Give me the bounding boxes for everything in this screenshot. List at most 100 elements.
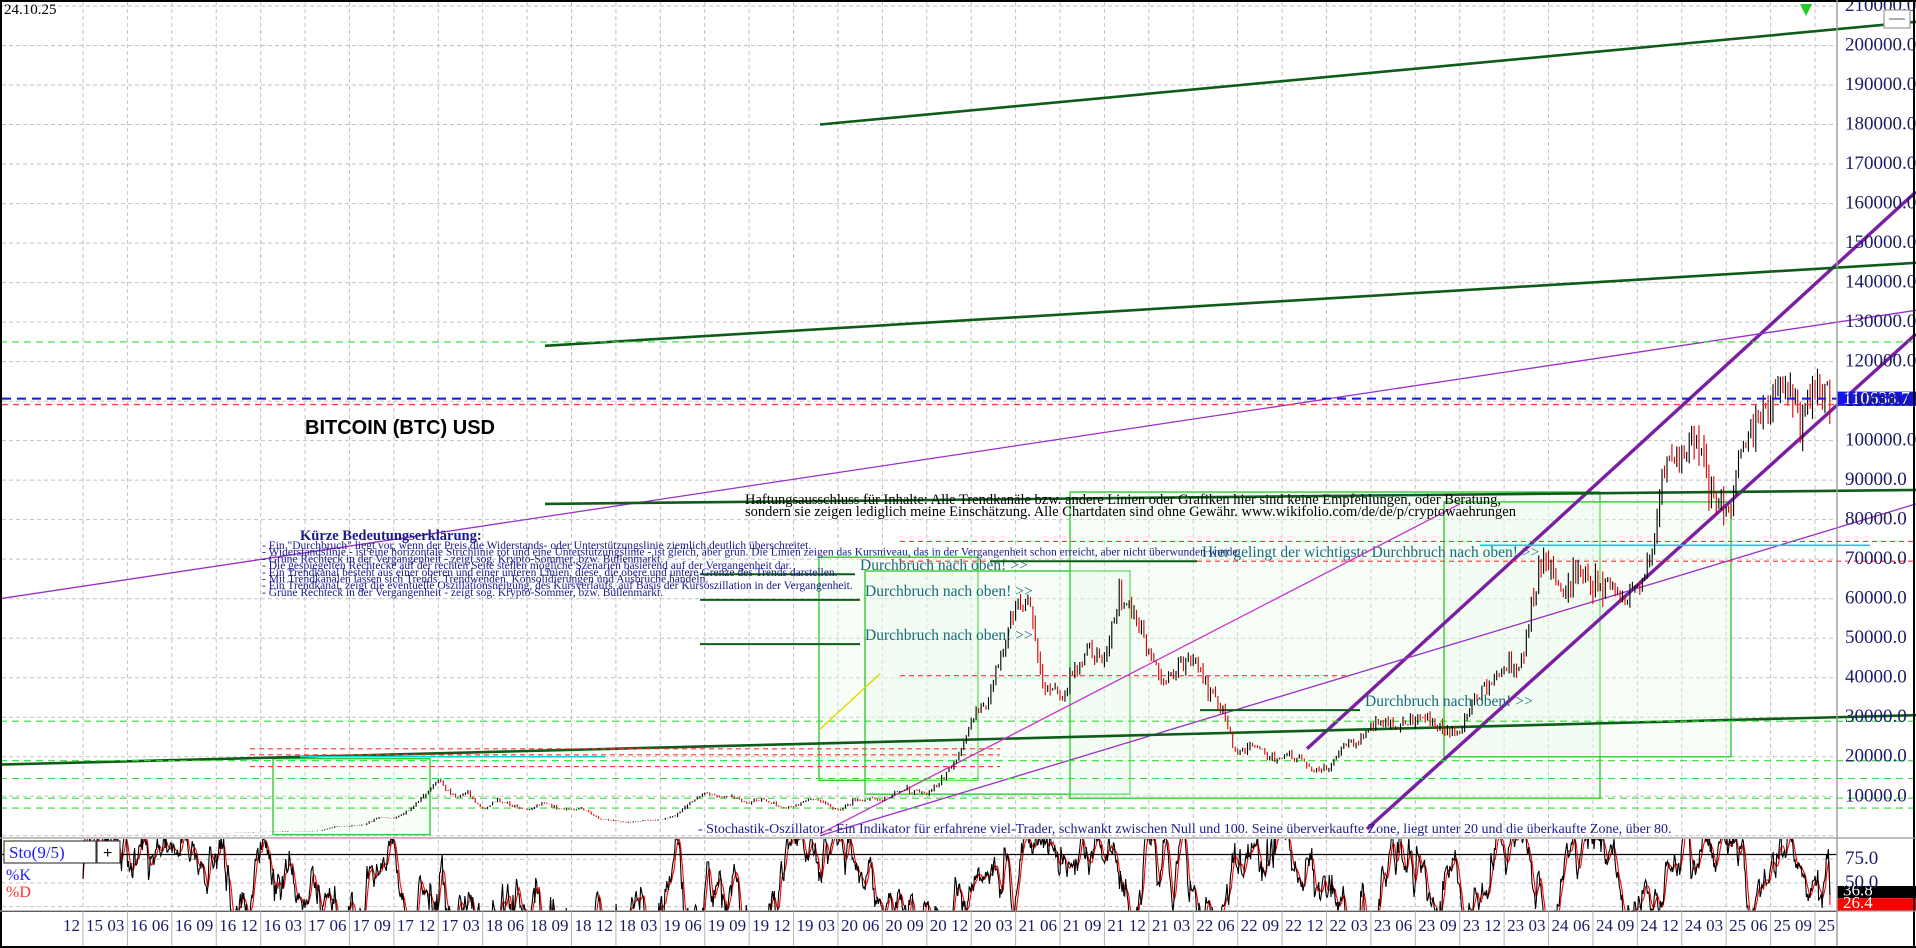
svg-text:sondern sie zeigen lediglich m: sondern sie zeigen lediglich meine Einsc… (745, 504, 1517, 520)
svg-text:09: 09 (1084, 916, 1101, 935)
svg-text:170000.0: 170000.0 (1845, 153, 1916, 174)
svg-text:03: 03 (107, 916, 124, 935)
svg-text:20: 20 (841, 916, 858, 935)
svg-text:16: 16 (264, 916, 281, 935)
svg-text:06: 06 (329, 916, 346, 935)
svg-text:120000.0: 120000.0 (1845, 351, 1916, 372)
svg-text:24: 24 (1552, 916, 1570, 935)
svg-text:12: 12 (1484, 916, 1501, 935)
svg-text:18: 18 (619, 916, 636, 935)
svg-text:12: 12 (951, 916, 968, 935)
svg-text:22: 22 (1196, 916, 1213, 935)
svg-text:150000.0: 150000.0 (1845, 232, 1916, 253)
svg-text:24: 24 (1596, 916, 1614, 935)
svg-text:Durchbruch nach oben! >>: Durchbruch nach oben! >> (865, 627, 1033, 644)
svg-text:Durchbruch nach oben! >>: Durchbruch nach oben! >> (1365, 693, 1533, 710)
svg-text:40000.0: 40000.0 (1845, 667, 1907, 688)
svg-text:20: 20 (885, 916, 902, 935)
svg-text:25: 25 (1818, 916, 1835, 935)
svg-text:19: 19 (752, 916, 769, 935)
svg-text:09: 09 (729, 916, 746, 935)
svg-text:12: 12 (1129, 916, 1146, 935)
svg-text:Durchbruch nach oben! >>: Durchbruch nach oben! >> (860, 557, 1028, 574)
svg-text:50000.0: 50000.0 (1845, 627, 1907, 648)
svg-text:12: 12 (63, 916, 80, 935)
svg-text:Hier gelingt der wichtigste Du: Hier gelingt der wichtigste Durchbruch n… (1202, 544, 1539, 561)
svg-text:70000.0: 70000.0 (1845, 548, 1907, 569)
svg-text:19: 19 (663, 916, 680, 935)
svg-text:23: 23 (1418, 916, 1435, 935)
svg-text:25: 25 (1774, 916, 1791, 935)
svg-text:%D: %D (6, 884, 31, 901)
svg-text:18: 18 (575, 916, 592, 935)
svg-text:17: 17 (441, 916, 459, 935)
svg-text:90000.0: 90000.0 (1845, 469, 1907, 490)
svg-text:22: 22 (1285, 916, 1302, 935)
svg-text:10000.0: 10000.0 (1845, 785, 1907, 806)
svg-text:09: 09 (907, 916, 924, 935)
svg-text:190000.0: 190000.0 (1845, 74, 1916, 95)
svg-text:03: 03 (640, 916, 657, 935)
svg-text:BITCOIN (BTC) USD: BITCOIN (BTC) USD (305, 417, 495, 439)
svg-text:140000.0: 140000.0 (1845, 272, 1916, 293)
svg-text:09: 09 (1795, 916, 1812, 935)
svg-text:22: 22 (1329, 916, 1346, 935)
svg-text:Sto(9/5): Sto(9/5) (9, 843, 65, 862)
svg-text:15: 15 (86, 916, 103, 935)
svg-text:06: 06 (1218, 916, 1235, 935)
svg-text:12: 12 (1662, 916, 1679, 935)
svg-text:09: 09 (1440, 916, 1457, 935)
svg-text:%K: %K (6, 867, 31, 884)
svg-text:12: 12 (1306, 916, 1323, 935)
svg-text:20: 20 (930, 916, 947, 935)
svg-text:17: 17 (308, 916, 326, 935)
svg-text:06: 06 (1040, 916, 1057, 935)
svg-text:03: 03 (1173, 916, 1190, 935)
svg-text:06: 06 (1573, 916, 1590, 935)
svg-text:30000.0: 30000.0 (1845, 706, 1907, 727)
svg-text:21: 21 (1063, 916, 1080, 935)
svg-text:23: 23 (1463, 916, 1480, 935)
svg-text:24: 24 (1685, 916, 1703, 935)
svg-text:18: 18 (530, 916, 547, 935)
svg-text:06: 06 (685, 916, 702, 935)
svg-text:130000.0: 130000.0 (1845, 311, 1916, 332)
svg-text:19: 19 (797, 916, 814, 935)
svg-text:16: 16 (219, 916, 236, 935)
svg-text:23: 23 (1374, 916, 1391, 935)
svg-text:03: 03 (996, 916, 1013, 935)
svg-text:25: 25 (1729, 916, 1746, 935)
svg-text:06: 06 (507, 916, 524, 935)
svg-text:21: 21 (1152, 916, 1169, 935)
svg-text:12: 12 (596, 916, 613, 935)
svg-text:110000.0: 110000.0 (1845, 390, 1916, 411)
svg-text:22: 22 (1241, 916, 1258, 935)
svg-text:17: 17 (397, 916, 415, 935)
svg-text:03: 03 (1529, 916, 1546, 935)
svg-text:19: 19 (708, 916, 725, 935)
svg-text:160000.0: 160000.0 (1845, 193, 1916, 214)
svg-text:+: + (103, 845, 112, 862)
svg-text:06: 06 (862, 916, 879, 935)
svg-text:- Grüne Rechteck in der Vergan: - Grüne Rechteck in der Vergangenheit - … (262, 587, 663, 599)
svg-text:03: 03 (1351, 916, 1368, 935)
svg-text:03: 03 (285, 916, 302, 935)
svg-text:75.0: 75.0 (1845, 848, 1878, 869)
svg-text:09: 09 (374, 916, 391, 935)
svg-text:03: 03 (463, 916, 480, 935)
svg-text:50.0: 50.0 (1845, 872, 1878, 893)
svg-text:18: 18 (486, 916, 503, 935)
svg-text:26.4: 26.4 (1843, 893, 1873, 912)
svg-text:60000.0: 60000.0 (1845, 588, 1907, 609)
svg-text:23: 23 (1507, 916, 1524, 935)
svg-text:06: 06 (1395, 916, 1412, 935)
svg-text:80000.0: 80000.0 (1845, 509, 1907, 530)
svg-text:03: 03 (1706, 916, 1723, 935)
svg-text:06: 06 (1751, 916, 1768, 935)
svg-text:21: 21 (1019, 916, 1036, 935)
svg-text:20: 20 (974, 916, 991, 935)
svg-text:Durchbruch nach oben! >>: Durchbruch nach oben! >> (865, 583, 1033, 600)
svg-text:09: 09 (552, 916, 569, 935)
svg-text:100000.0: 100000.0 (1845, 430, 1916, 451)
svg-text:12: 12 (774, 916, 791, 935)
